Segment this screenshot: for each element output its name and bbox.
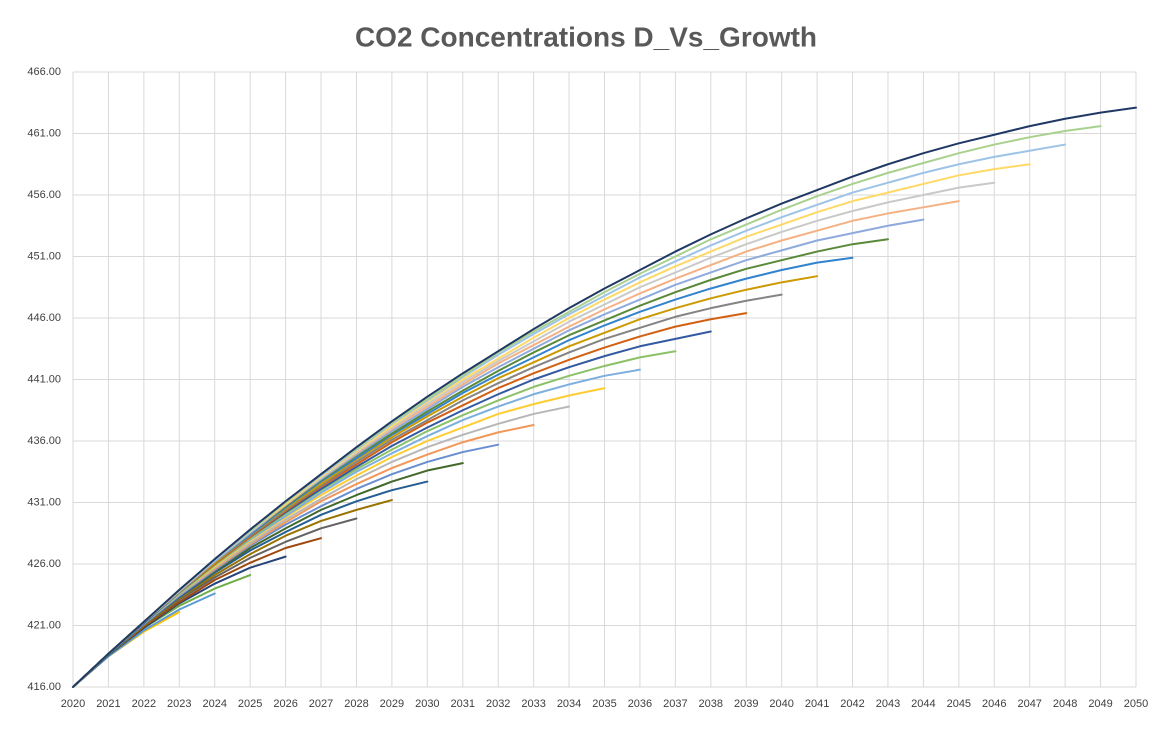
chart-title: CO2 Concentrations D_Vs_Growth [355,21,817,52]
y-tick-label: 446.00 [27,312,61,324]
series-line [72,106,1137,688]
x-tick-label: 2045 [947,698,971,710]
y-tick-label: 466.00 [27,66,61,78]
x-tick-label: 2047 [1017,698,1041,710]
y-tick-label: 431.00 [27,496,61,508]
y-tick-label: 416.00 [27,681,61,693]
y-tick-label: 451.00 [27,250,61,262]
x-tick-label: 2046 [982,698,1006,710]
y-tick-label: 441.00 [27,373,61,385]
x-tick-label: 2037 [663,698,687,710]
y-tick-label: 456.00 [27,189,61,201]
x-tick-label: 2030 [415,698,439,710]
x-tick-label: 2035 [592,698,616,710]
x-tick-label: 2036 [628,698,652,710]
x-tick-label: 2041 [805,698,829,710]
x-tick-label: 2020 [61,698,85,710]
x-tick-label: 2029 [380,698,404,710]
y-tick-label: 436.00 [27,435,61,447]
y-tick-label: 461.00 [27,127,61,139]
x-tick-label: 2023 [167,698,191,710]
x-tick-label: 2049 [1088,698,1112,710]
x-tick-label: 2043 [876,698,900,710]
x-tick-label: 2040 [769,698,793,710]
x-tick-label: 2050 [1124,698,1148,710]
y-tick-label: 421.00 [27,619,61,631]
x-tick-label: 2038 [699,698,723,710]
x-tick-label: 2032 [486,698,510,710]
x-tick-label: 2021 [96,698,120,710]
x-tick-label: 2031 [451,698,475,710]
x-tick-label: 2044 [911,698,935,710]
x-tick-label: 2033 [521,698,545,710]
x-tick-label: 2022 [132,698,156,710]
y-tick-label: 426.00 [27,558,61,570]
x-tick-label: 2028 [344,698,368,710]
x-tick-label: 2027 [309,698,333,710]
x-tick-label: 2025 [238,698,262,710]
x-tick-label: 2042 [840,698,864,710]
x-tick-label: 2034 [557,698,581,710]
x-tick-label: 2024 [202,698,226,710]
x-tick-label: 2026 [273,698,297,710]
x-tick-label: 2039 [734,698,758,710]
x-tick-label: 2048 [1053,698,1077,710]
